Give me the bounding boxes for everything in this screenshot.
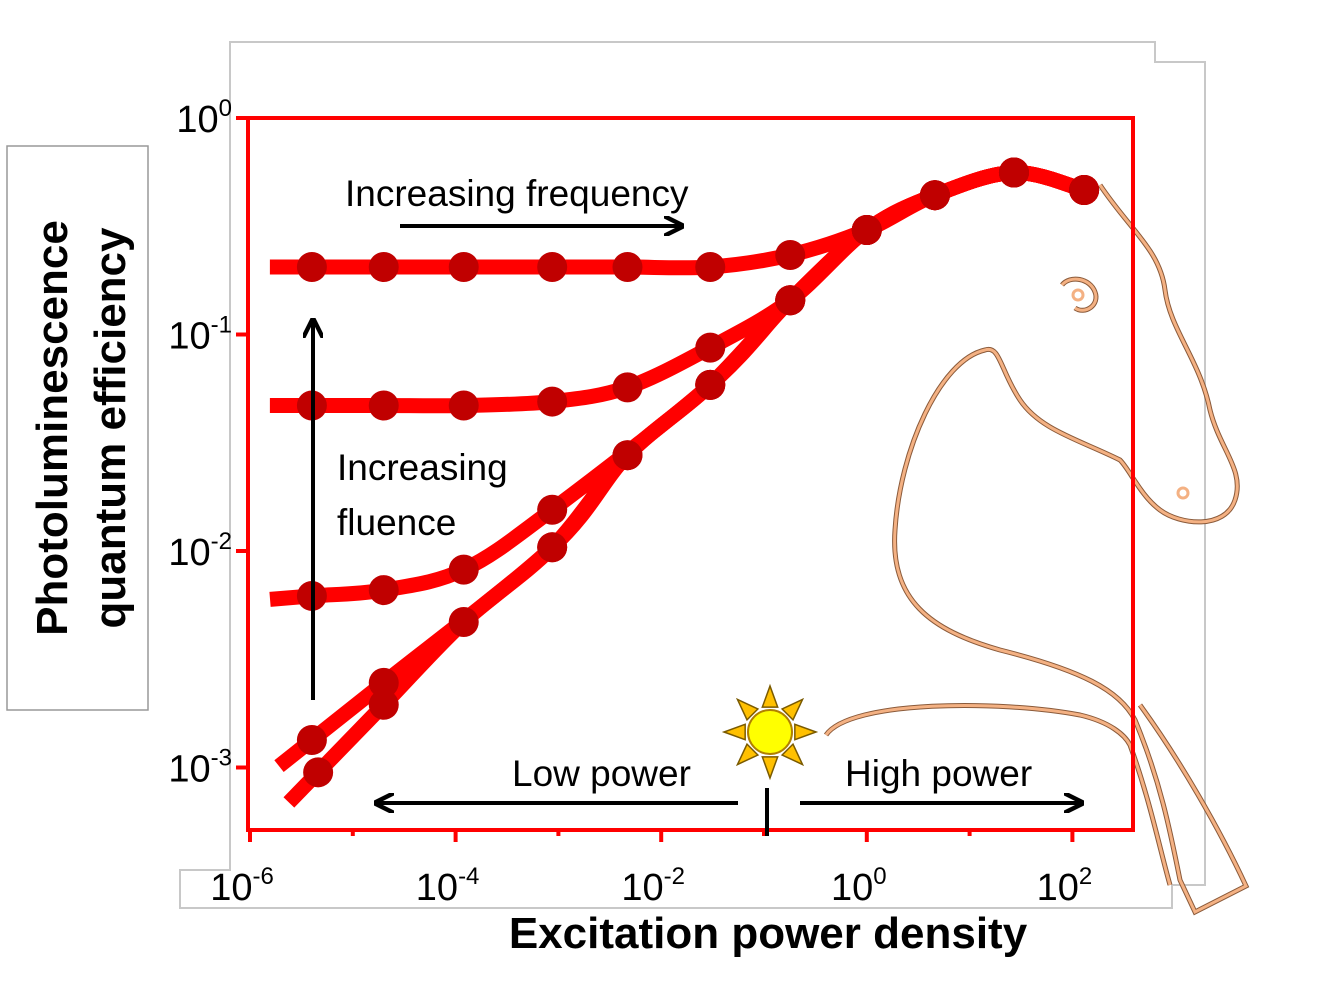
axis-ticks [236, 116, 1075, 842]
data-point [368, 689, 399, 720]
data-point [448, 554, 479, 585]
data-point [537, 252, 568, 283]
x-axis-title: Excitation power density [509, 909, 1028, 958]
sun-ray [780, 742, 805, 767]
x-tick-label: 100 [831, 863, 887, 909]
data-point [368, 575, 399, 606]
sun-ray [735, 697, 760, 722]
series-layer [269, 157, 1100, 808]
data-point [303, 757, 334, 788]
sun-icon [721, 683, 819, 781]
data-point [612, 252, 643, 283]
data-point [695, 369, 726, 400]
annotation-fluence-line2: fluence [337, 502, 456, 543]
data-point [998, 157, 1029, 188]
data-point [537, 532, 568, 563]
data-point [612, 440, 643, 471]
data-point [851, 214, 882, 245]
annotation-frequency: Increasing frequency [345, 173, 689, 214]
y-tick-label: 10-3 [168, 745, 232, 791]
data-point [537, 494, 568, 525]
data-point [537, 386, 568, 417]
series-markers [296, 157, 1100, 788]
y-axis-title: Photoluminescence quantum efficiency [28, 220, 135, 636]
data-point [368, 667, 399, 698]
sun-ray [761, 756, 779, 781]
y-tick-label: 100 [176, 95, 232, 141]
data-point [695, 332, 726, 363]
sun-ray [780, 697, 805, 722]
data-point [919, 180, 950, 211]
tick-labels: 10-6 10-4 10-2 100 102 100 10-1 10-2 10-3 [168, 95, 1092, 909]
x-tick-label: 10-2 [621, 863, 685, 909]
data-point [448, 252, 479, 283]
ylabel-box [6, 145, 149, 711]
x-tick-label: 10-6 [210, 863, 274, 909]
y-axis-title-line2: quantum efficiency [86, 227, 135, 628]
data-point [1069, 174, 1100, 205]
y-tick-label: 10-2 [168, 528, 232, 574]
data-point [775, 239, 806, 270]
sun-disc [747, 709, 793, 755]
sun-ray [794, 723, 819, 741]
x-tick-label: 102 [1037, 863, 1093, 909]
annotation-high-power: High power [845, 753, 1032, 794]
y-axis-title-line1: Photoluminescence [28, 220, 77, 636]
data-point [695, 252, 726, 283]
plot-frame [246, 116, 1135, 832]
data-point [612, 372, 643, 403]
data-point [775, 285, 806, 316]
background-frame [179, 41, 1206, 909]
data-point [368, 252, 399, 283]
sun-ray [761, 683, 779, 708]
data-point [296, 724, 327, 755]
horse-outline-drawing [823, 183, 1250, 916]
y-tick-label: 10-1 [168, 312, 232, 358]
annotation-low-power: Low power [512, 753, 691, 794]
sun-ray [735, 742, 760, 767]
data-point [448, 390, 479, 421]
sun-ray [721, 723, 746, 741]
annotation-fluence-line1: Increasing [337, 447, 508, 488]
data-point [448, 606, 479, 637]
data-point [296, 252, 327, 283]
x-tick-label: 10-4 [416, 863, 480, 909]
data-point [368, 390, 399, 421]
